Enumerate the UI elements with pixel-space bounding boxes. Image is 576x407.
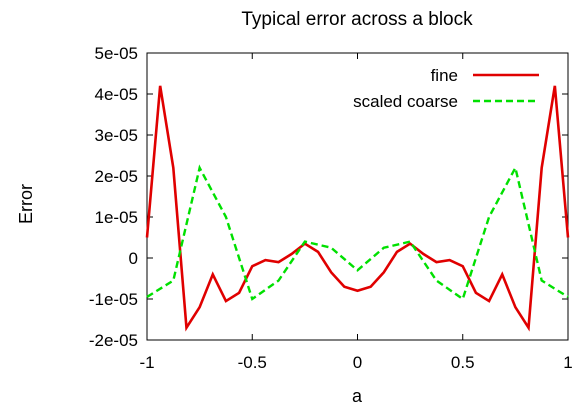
x-tick-label: 1 (563, 353, 572, 372)
y-tick-label: 3e-05 (95, 126, 138, 145)
x-tick-label: 0.5 (451, 353, 475, 372)
x-axis: -1 -0.5 0 0.5 1 (139, 53, 573, 372)
y-tick-label: 1e-05 (95, 208, 138, 227)
y-tick-label: 0 (129, 249, 138, 268)
y-tick-label: 4e-05 (95, 85, 138, 104)
x-tick-label: -1 (139, 353, 154, 372)
y-tick-label: 5e-05 (95, 44, 138, 63)
x-axis-label: a (352, 386, 363, 406)
legend-label: scaled coarse (353, 92, 458, 111)
y-tick-label: -2e-05 (89, 331, 138, 350)
y-axis-label: Error (16, 184, 36, 224)
x-tick-label: 0 (353, 353, 362, 372)
chart-title: Typical error across a block (241, 9, 473, 30)
series-layer (145, 85, 570, 332)
series-line-scaled-coarse (146, 164, 569, 301)
legend-label: fine (431, 66, 458, 85)
legend: fine scaled coarse (353, 66, 539, 111)
x-tick-label: -0.5 (238, 353, 267, 372)
y-tick-label: 2e-05 (95, 167, 138, 186)
y-axis: -2e-05 -1e-05 0 1e-05 2e-05 3e-05 4e-05 5e-05 (89, 44, 568, 350)
series-line-fine (145, 85, 570, 332)
y-tick-label: -1e-05 (89, 290, 138, 309)
